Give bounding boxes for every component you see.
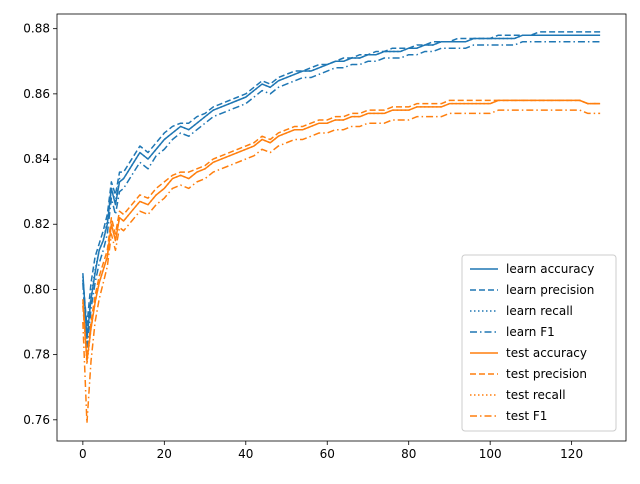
y-tick-label: 0.82: [23, 217, 50, 231]
series-line-learn-f1: [82, 40, 601, 353]
x-tick-label: 40: [238, 447, 253, 461]
legend-label: learn precision: [506, 283, 594, 297]
legend-label: test F1: [506, 409, 547, 423]
y-tick-label: 0.80: [23, 282, 50, 296]
x-tick-label: 120: [560, 447, 583, 461]
y-tick-label: 0.76: [23, 413, 50, 427]
x-tick-label: 80: [401, 447, 416, 461]
plot-frame: [56, 13, 627, 442]
y-tick-label: 0.86: [23, 87, 50, 101]
legend-box: [461, 254, 617, 432]
y-tick-label: 0.78: [23, 348, 50, 362]
legend-label: test accuracy: [506, 346, 587, 360]
x-tick-label: 0: [79, 447, 87, 461]
x-tick-label: 100: [479, 447, 502, 461]
series-layer: [82, 31, 601, 424]
y-tick-label: 0.88: [23, 22, 50, 36]
y-tick-label: 0.84: [23, 152, 50, 166]
legend-label: test precision: [506, 367, 587, 381]
legend-label: learn F1: [506, 325, 555, 339]
series-line-learn-precision: [82, 31, 601, 327]
series-line-test-recall: [82, 99, 601, 366]
legend: learn accuracy learn precision learn recal…: [461, 254, 617, 432]
legend-label: learn accuracy: [506, 262, 594, 276]
x-tick-label: 20: [157, 447, 172, 461]
legend-label: learn recall: [506, 304, 573, 318]
axes-layer: 0 20 40 60 80 100 120 0.76 0.78 0.80 0.82 0.84 0.86 0…: [23, 13, 627, 461]
legend-label: test recall: [506, 388, 566, 402]
series-line-learn-accuracy: [82, 34, 601, 340]
series-line-test-precision: [82, 99, 601, 359]
x-tick-label: 60: [320, 447, 335, 461]
